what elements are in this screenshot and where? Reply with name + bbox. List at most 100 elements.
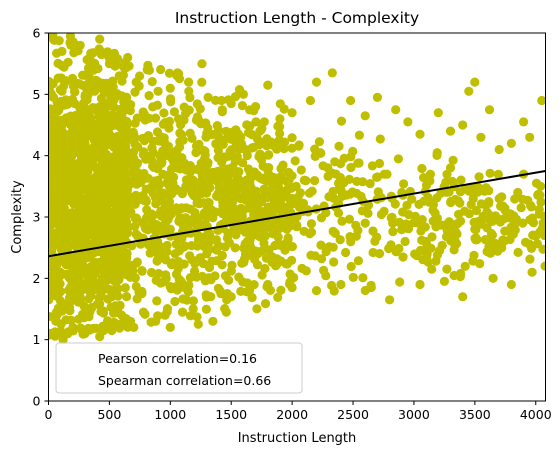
scatter-point <box>201 304 211 314</box>
scatter-point <box>398 252 408 262</box>
scatter-point <box>92 299 102 309</box>
scatter-point <box>176 120 186 130</box>
scatter-point <box>162 178 172 188</box>
scatter-point <box>103 50 113 60</box>
scatter-point <box>259 238 269 248</box>
scatter-point <box>391 105 401 115</box>
scatter-point <box>60 116 70 126</box>
scatter-point <box>103 199 114 209</box>
x-tick-label: 2000 <box>276 407 308 422</box>
scatter-point <box>151 316 161 326</box>
scatter-point <box>142 205 152 215</box>
scatter-point <box>263 279 273 290</box>
legend-entry-pearson: Pearson correlation=0.16 <box>98 351 257 366</box>
scatter-point <box>66 40 76 50</box>
scatter-point <box>485 236 495 246</box>
scatter-point <box>144 215 154 225</box>
scatter-point <box>199 208 210 218</box>
scatter-point <box>323 171 333 181</box>
scatter-point <box>226 178 236 188</box>
scatter-point <box>310 176 320 186</box>
scatter-point <box>316 240 326 250</box>
scatter-point <box>159 108 169 118</box>
scatter-point <box>278 205 288 216</box>
scatter-point <box>52 189 62 199</box>
scatter-point <box>442 264 452 274</box>
scatter-point <box>50 213 61 223</box>
scatter-point <box>274 239 284 249</box>
scatter-point <box>48 79 58 89</box>
scatter-point <box>124 195 134 205</box>
scatter-point <box>160 203 170 213</box>
scatter-point <box>151 220 162 230</box>
scatter-point <box>48 269 58 279</box>
scatter-point <box>176 130 187 140</box>
scatter-point <box>192 312 202 322</box>
scatter-point <box>203 198 213 208</box>
scatter-point <box>95 34 105 44</box>
scatter-point <box>107 325 117 336</box>
scatter-point <box>432 148 442 158</box>
scatter-point <box>353 158 363 168</box>
scatter-point <box>519 117 529 127</box>
scatter-point <box>185 204 196 214</box>
scatter-point <box>156 64 166 75</box>
scatter-point <box>374 249 385 259</box>
scatter-point <box>216 95 227 106</box>
x-tick-label: 0 <box>45 407 53 422</box>
scatter-point <box>241 249 251 259</box>
scatter-point <box>56 327 66 337</box>
scatter-point <box>311 286 322 296</box>
scatter-point <box>273 181 283 192</box>
scatter-point <box>323 163 333 173</box>
scatter-point <box>432 193 442 203</box>
scatter-point <box>165 83 175 93</box>
scatter-point <box>48 104 55 114</box>
scatter-point <box>185 128 195 138</box>
scatter-point <box>393 154 403 164</box>
scatter-point <box>346 261 356 272</box>
x-tick-label: 3500 <box>459 407 491 422</box>
scatter-point <box>244 128 254 138</box>
scatter-point <box>117 310 127 320</box>
scatter-point <box>471 205 481 216</box>
scatter-point <box>66 315 76 325</box>
scatter-point <box>295 188 305 198</box>
scatter-point <box>123 52 133 63</box>
scatter-point <box>130 133 140 143</box>
scatter-point <box>337 216 347 226</box>
scatter-point <box>52 138 63 148</box>
scatter-point <box>201 290 211 300</box>
scatter-point <box>194 116 205 126</box>
scatter-point <box>427 264 437 274</box>
x-tick-label: 500 <box>97 407 121 422</box>
scatter-point <box>83 166 93 177</box>
scatter-point <box>431 256 441 266</box>
scatter-point <box>237 101 247 111</box>
scatter-point <box>341 247 351 258</box>
scatter-point <box>127 241 137 251</box>
scatter-point <box>198 233 208 243</box>
scatter-point <box>182 295 192 305</box>
scatter-point <box>498 201 508 211</box>
scatter-point <box>278 160 288 170</box>
scatter-point <box>228 167 238 177</box>
scatter-point <box>253 222 263 232</box>
scatter-point <box>124 61 134 71</box>
scatter-point <box>415 129 425 139</box>
scatter-point <box>421 236 431 247</box>
scatter-point <box>60 147 70 157</box>
scatter-point <box>79 101 89 111</box>
scatter-point <box>384 243 394 254</box>
scatter-point <box>390 199 400 209</box>
scatter-point <box>316 213 327 223</box>
scatter-point <box>111 290 121 300</box>
scatter-point <box>456 268 466 279</box>
scatter-point <box>109 118 119 128</box>
scatter-point <box>121 132 131 142</box>
y-axis-ticks: 0 1 2 3 4 5 6 <box>33 26 49 409</box>
scatter-point <box>112 91 122 101</box>
scatter-point <box>352 176 362 186</box>
scatter-point <box>212 121 222 131</box>
scatter-point <box>305 229 315 239</box>
